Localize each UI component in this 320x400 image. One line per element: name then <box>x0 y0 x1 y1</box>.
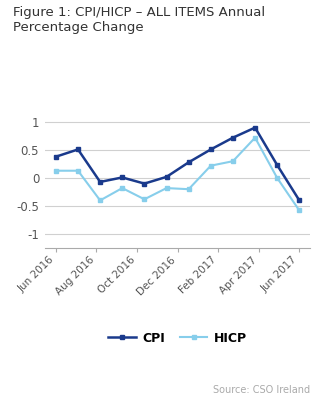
HICP <box>98 198 102 203</box>
HICP <box>164 186 168 190</box>
CPI <box>76 147 80 152</box>
CPI <box>164 174 168 179</box>
CPI <box>98 180 102 184</box>
Line: HICP: HICP <box>53 135 302 213</box>
Text: Source: CSO Ireland: Source: CSO Ireland <box>213 385 310 395</box>
CPI <box>275 163 279 168</box>
HICP <box>253 135 257 140</box>
CPI <box>120 175 124 180</box>
CPI <box>187 160 191 165</box>
HICP <box>142 197 146 202</box>
HICP <box>120 186 124 190</box>
CPI <box>209 147 213 152</box>
CPI <box>142 181 146 186</box>
HICP <box>275 176 279 180</box>
CPI <box>231 135 235 140</box>
Line: CPI: CPI <box>53 125 302 203</box>
Legend: CPI, HICP: CPI, HICP <box>103 327 252 350</box>
CPI <box>297 198 301 203</box>
HICP <box>209 163 213 168</box>
HICP <box>76 168 80 173</box>
HICP <box>297 208 301 213</box>
CPI <box>253 125 257 130</box>
HICP <box>54 168 58 173</box>
HICP <box>231 159 235 164</box>
HICP <box>187 187 191 192</box>
Text: Figure 1: CPI/HICP – ALL ITEMS Annual
Percentage Change: Figure 1: CPI/HICP – ALL ITEMS Annual Pe… <box>13 6 265 34</box>
CPI <box>54 154 58 159</box>
